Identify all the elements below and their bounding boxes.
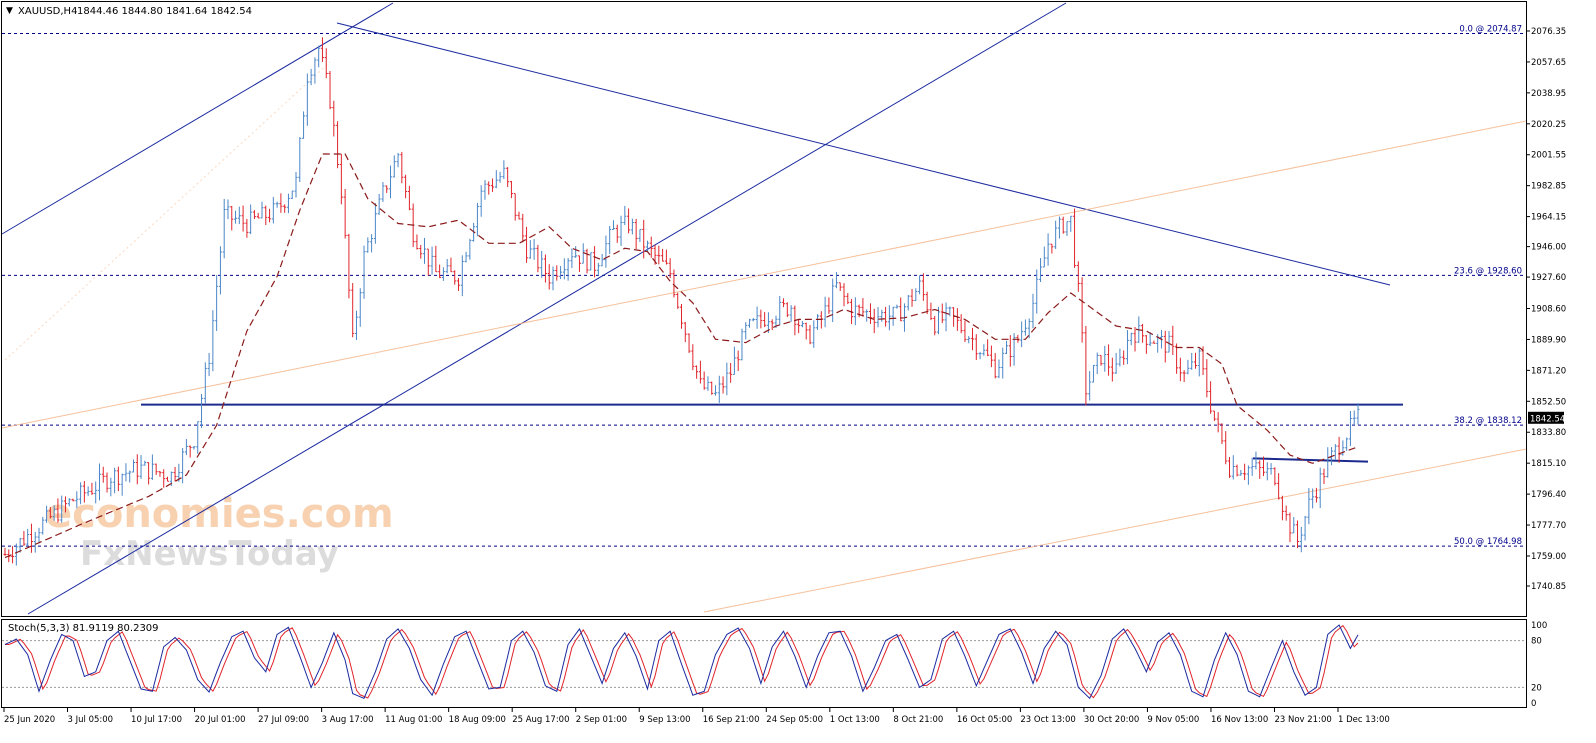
time-tick-label: 11 Aug 01:00 <box>385 715 442 725</box>
header-arrow-icon: ▼ <box>6 6 13 16</box>
time-tick-label: 3 Aug 17:00 <box>322 715 374 725</box>
time-tick-label: 9 Nov 05:00 <box>1147 715 1199 725</box>
time-tick-label: 2 Sep 01:00 <box>576 715 627 725</box>
current-price-box <box>1528 411 1564 424</box>
time-tick-label: 1 Dec 13:00 <box>1338 715 1390 725</box>
time-tick-label: 16 Nov 13:00 <box>1211 715 1268 725</box>
time-tick-label: 25 Aug 17:00 <box>512 715 569 725</box>
stoch-panel-frame <box>1 619 1527 708</box>
price-tick-label: 1964.15 <box>1531 213 1566 223</box>
price-tick-label: 2001.55 <box>1531 151 1566 161</box>
price-tick-label: 1796.40 <box>1531 490 1566 500</box>
stoch-tick-label: 0 <box>1531 699 1536 709</box>
trendlines <box>1 2 1527 615</box>
orange-trendline-lower <box>703 448 1527 613</box>
time-tick-label: 1 Oct 13:00 <box>830 715 880 725</box>
price-tick-label: 1777.70 <box>1531 521 1566 531</box>
stoch-tick-label: 20 <box>1531 683 1542 693</box>
fib-level-label: 38.2 @ 1838.12 <box>1454 416 1522 426</box>
channel-lower-line <box>27 2 1067 615</box>
price-tick-label: 1908.60 <box>1531 305 1566 315</box>
fib-level-label: 50.0 @ 1764.98 <box>1454 537 1522 547</box>
ma-line <box>4 153 1359 559</box>
time-tick-label: 23 Oct 13:00 <box>1020 715 1075 725</box>
moving-average <box>4 153 1359 559</box>
fib-level-label: 23.6 @ 1928.60 <box>1454 266 1522 276</box>
price-tick-label: 1927.60 <box>1531 273 1566 283</box>
price-tick-label: 1946.00 <box>1531 243 1566 253</box>
descending-trendline <box>336 22 1391 286</box>
price-tick-label: 2057.65 <box>1531 58 1566 68</box>
current-price-label: 1842.54 <box>1530 414 1565 424</box>
time-tick-label: 16 Oct 05:00 <box>957 715 1012 725</box>
stoch-label: Stoch(5,3,3) 81.9119 80.2309 <box>8 623 159 634</box>
stoch-tick-label: 80 <box>1531 637 1542 647</box>
watermark-fxnewstoday: FxNewsToday <box>80 534 339 574</box>
price-tick-label: 1852.50 <box>1531 397 1566 407</box>
candlesticks <box>3 37 1360 566</box>
channel-upper-line <box>1 2 394 235</box>
time-tick-label: 18 Aug 09:00 <box>449 715 506 725</box>
orange-fib-guide <box>4 61 331 361</box>
price-tick-label: 1815.10 <box>1531 459 1566 469</box>
price-axis: 2076.35 2057.65 2038.95 2020.25 2001.55 1982.… <box>1526 27 1566 592</box>
symbol-title: XAUUSD,H4 <box>18 6 77 17</box>
time-tick-label: 9 Sep 13:00 <box>639 715 690 725</box>
short-level-line <box>1252 457 1369 463</box>
price-panel-frame <box>1 1 1527 617</box>
time-axis: 25 Jun 2020 3 Jul 05:00 10 Jul 17:00 20 Jul… <box>3 707 1390 725</box>
time-tick-label: 10 Jul 17:00 <box>131 715 182 725</box>
time-tick-label: 25 Jun 2020 <box>4 715 55 725</box>
price-tick-label: 2076.35 <box>1531 27 1566 37</box>
time-tick-label: 27 Jul 09:00 <box>258 715 309 725</box>
stoch-k-line <box>4 624 1359 700</box>
orange-trendline-upper <box>1 120 1527 429</box>
price-tick-label: 1833.80 <box>1531 428 1566 438</box>
stoch-tick-label: 100 <box>1531 621 1547 631</box>
price-tick-label: 1889.90 <box>1531 335 1566 345</box>
stochastic-oscillator: 100 80 20 0 <box>2 621 1547 709</box>
time-tick-label: 30 Oct 20:00 <box>1084 715 1139 725</box>
time-tick-label: 24 Sep 05:00 <box>766 715 823 725</box>
time-tick-label: 20 Jul 01:00 <box>195 715 246 725</box>
fib-level-label: 0.0 @ 2074.87 <box>1459 24 1522 34</box>
time-tick-label: 8 Oct 21:00 <box>893 715 943 725</box>
ohlc-values: 1844.46 1844.80 1841.64 1842.54 <box>77 6 252 17</box>
price-tick-label: 2020.25 <box>1531 120 1566 130</box>
price-tick-label: 1740.85 <box>1531 582 1566 592</box>
price-tick-label: 1759.00 <box>1531 552 1566 562</box>
price-tick-label: 1871.20 <box>1531 366 1566 376</box>
price-tick-label: 1982.85 <box>1531 182 1566 192</box>
time-tick-label: 3 Jul 05:00 <box>68 715 114 725</box>
time-tick-label: 23 Nov 21:00 <box>1274 715 1331 725</box>
price-levels: 0.0 @ 2074.87 23.6 @ 1928.60 38.2 @ 1838.1… <box>2 24 1526 547</box>
price-tick-label: 2038.95 <box>1531 89 1566 99</box>
stoch-d-line <box>5 624 1359 699</box>
watermark-economies: economies.com <box>45 491 394 537</box>
time-tick-label: 16 Sep 21:00 <box>703 715 760 725</box>
